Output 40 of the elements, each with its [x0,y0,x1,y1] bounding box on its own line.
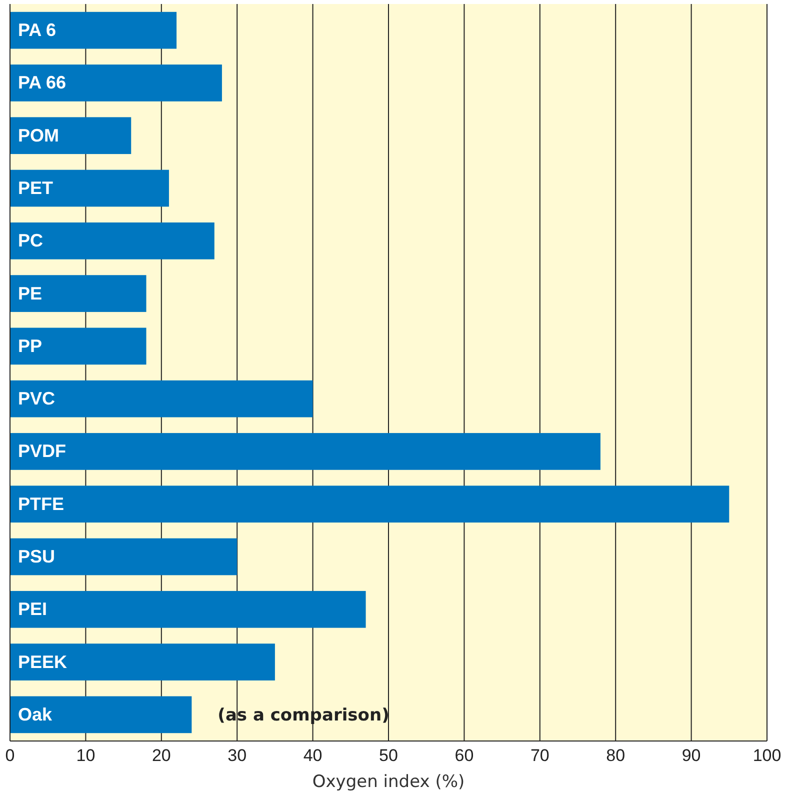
bar [10,222,214,260]
x-tick-label: 80 [606,746,626,766]
bar [10,328,146,365]
x-tick-label: 90 [682,746,701,766]
bar [10,12,177,49]
x-tick-label: 30 [228,746,247,766]
bar [10,696,192,734]
x-tick-label: 70 [530,746,550,766]
x-tick-label: 10 [76,746,96,766]
bar [10,64,222,102]
bar [10,117,132,154]
x-tick-label: 40 [303,746,322,766]
y-tick-label: PVC [18,388,56,409]
bar [10,380,313,418]
y-tick-label: PTFE [18,494,64,514]
y-tick-label: PC [18,230,44,251]
bar [10,433,600,470]
y-tick-label: PEEK [18,652,68,672]
y-tick-label: PA 6 [18,20,56,40]
bar [10,170,169,207]
bar [10,275,146,312]
x-tick-label: 60 [454,746,474,766]
x-axis-title: Oxygen index (%) [312,772,465,792]
bar [10,590,366,628]
y-tick-label: PVDF [18,441,66,462]
y-tick-label: Oak [18,704,54,724]
x-tick-label: 20 [152,746,171,766]
x-tick-label: 50 [379,746,398,766]
bar [10,486,730,523]
y-tick-label: PP [18,336,42,356]
y-tick-label: PSU [18,546,56,567]
y-tick-label: PA 66 [18,72,66,93]
y-tick-label: PEI [18,599,48,620]
bar [10,644,275,680]
x-tick-label: 100 [752,746,782,766]
y-tick-label: PE [18,283,42,304]
x-tick-label: 0 [5,746,15,766]
bar [10,538,238,576]
y-tick-label: POM [18,125,60,146]
y-tick-label: PET [18,178,54,198]
